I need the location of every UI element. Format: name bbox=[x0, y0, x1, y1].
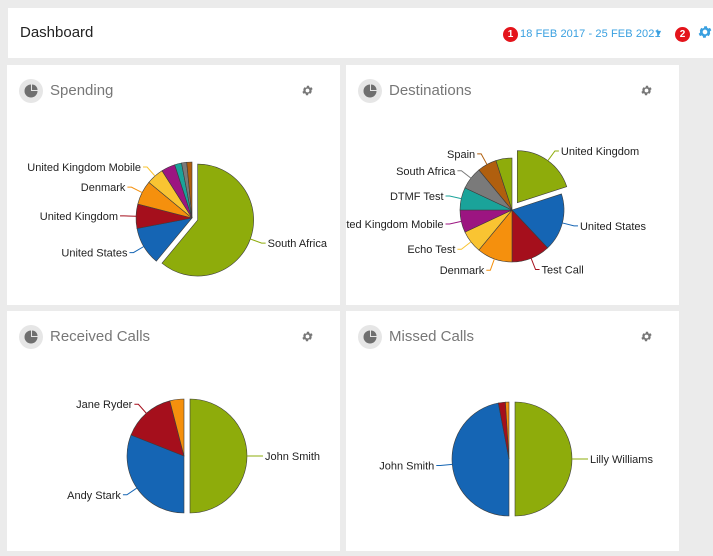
slice-label: Test Call bbox=[542, 265, 584, 277]
settings-badge: 2 bbox=[675, 27, 690, 42]
slice-label: United States bbox=[580, 221, 647, 233]
label-connector bbox=[457, 170, 472, 179]
missed-calls-pie-chart: Lilly Williams John Smith bbox=[379, 401, 653, 517]
pie-slice-united-states[interactable] bbox=[511, 193, 565, 249]
received-calls-card: Received Calls John Smith Andy Stark Jane … bbox=[7, 311, 340, 551]
spending-card: Spending South Africa United States United… bbox=[7, 65, 340, 305]
destinations-card: Destinations United Kingdom United States… bbox=[346, 65, 679, 305]
label-connector bbox=[250, 238, 266, 244]
gear-icon[interactable] bbox=[640, 84, 653, 97]
slice-label: Lilly Williams bbox=[590, 454, 653, 466]
gear-icon[interactable] bbox=[301, 84, 314, 97]
card-title: Spending bbox=[50, 82, 114, 99]
pie-slice[interactable] bbox=[495, 157, 513, 211]
slice-label: DTMF Test bbox=[390, 191, 444, 203]
pie-slice-jane-ryder[interactable] bbox=[130, 400, 185, 457]
label-connector bbox=[127, 186, 143, 194]
slice-label: South Africa bbox=[268, 238, 328, 250]
pie-slice-lilly-williams[interactable] bbox=[514, 401, 573, 517]
slice-label: United Kingdom bbox=[40, 211, 118, 223]
label-connector bbox=[477, 153, 488, 165]
label-connector bbox=[445, 195, 462, 200]
gear-icon[interactable] bbox=[640, 330, 653, 343]
pie-chart-icon bbox=[19, 325, 43, 349]
label-connector bbox=[562, 222, 578, 227]
pie-slice[interactable] bbox=[169, 398, 185, 457]
pie-slice-south-africa[interactable] bbox=[161, 163, 254, 277]
slice-label: Echo Test bbox=[407, 244, 455, 256]
page-title: Dashboard bbox=[20, 24, 94, 41]
label-connector bbox=[445, 220, 462, 225]
label-connector bbox=[486, 258, 495, 271]
pie-slice-united-kingdom[interactable] bbox=[516, 150, 568, 204]
slice-label: United States bbox=[61, 248, 128, 260]
pie-slice-john-smith[interactable] bbox=[451, 402, 510, 517]
spending-pie-chart: South Africa United States United Kingdom D… bbox=[27, 161, 328, 277]
slice-label: John Smith bbox=[265, 451, 320, 463]
pie-chart-icon bbox=[358, 325, 382, 349]
label-connector bbox=[143, 166, 156, 177]
slice-label: United Kingdom Mobile bbox=[346, 219, 444, 231]
top-bar: Dashboard 1 18 FEB 2017 - 25 FEB 2021 ▼ … bbox=[8, 8, 713, 58]
pie-chart-icon bbox=[358, 79, 382, 103]
date-range-picker[interactable]: 18 FEB 2017 - 25 FEB 2021 bbox=[520, 28, 661, 40]
pie-slice[interactable] bbox=[186, 161, 193, 219]
label-connector bbox=[530, 258, 540, 271]
pie-chart-icon bbox=[19, 79, 43, 103]
label-connector bbox=[436, 463, 453, 466]
gear-icon[interactable] bbox=[697, 24, 713, 40]
chevron-down-icon[interactable]: ▼ bbox=[654, 28, 663, 38]
destinations-pie-chart: United Kingdom United States Test Call Denm… bbox=[346, 146, 647, 277]
card-title: Missed Calls bbox=[389, 328, 475, 345]
received-calls-pie-chart: John Smith Andy Stark Jane Ryder bbox=[67, 398, 320, 514]
slice-label: Denmark bbox=[81, 182, 126, 194]
slice-label: United Kingdom bbox=[561, 146, 639, 158]
label-connector bbox=[122, 487, 138, 496]
missed-calls-card: Missed Calls Lilly Williams John Smith bbox=[346, 311, 679, 551]
slice-label: Jane Ryder bbox=[76, 399, 133, 411]
slice-label: South Africa bbox=[396, 166, 456, 178]
gear-icon[interactable] bbox=[301, 330, 314, 343]
slice-label: Andy Stark bbox=[67, 490, 121, 502]
pie-slice[interactable] bbox=[505, 401, 510, 460]
slice-label: United Kingdom Mobile bbox=[27, 162, 141, 174]
date-badge: 1 bbox=[503, 27, 518, 42]
pie-slice-john-smith[interactable] bbox=[189, 398, 248, 514]
slice-label: John Smith bbox=[379, 460, 434, 472]
label-connector bbox=[547, 150, 559, 161]
label-connector bbox=[129, 246, 145, 254]
label-connector bbox=[457, 241, 472, 250]
card-title: Destinations bbox=[389, 82, 472, 99]
pie-slice-andy-stark[interactable] bbox=[126, 434, 185, 514]
card-title: Received Calls bbox=[50, 328, 151, 345]
slice-label: Spain bbox=[447, 149, 475, 161]
label-connector bbox=[134, 403, 147, 414]
slice-label: Denmark bbox=[440, 265, 485, 277]
